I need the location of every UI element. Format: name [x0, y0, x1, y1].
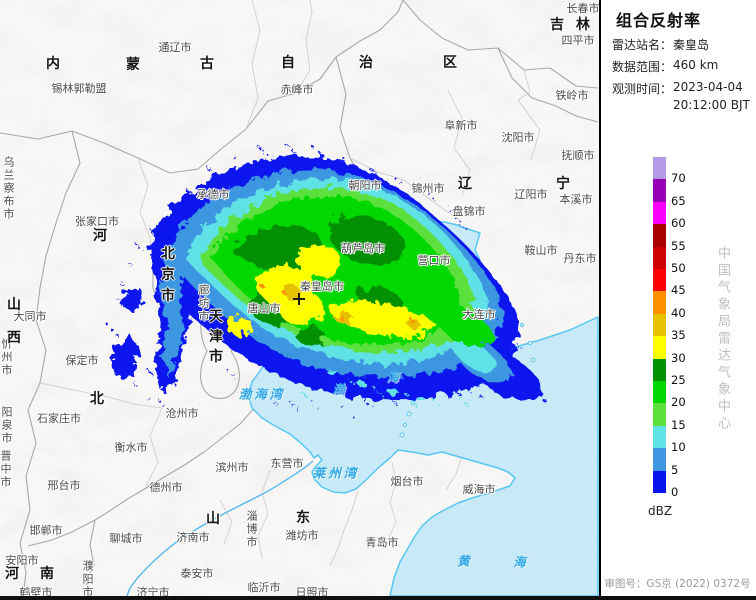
legend-color-35: [653, 313, 666, 337]
range-label: 数据范围：: [612, 60, 673, 74]
legend-tick-15: 15: [671, 417, 686, 432]
legend-tick-30: 30: [671, 350, 686, 365]
legend-tick-65: 65: [671, 193, 686, 208]
legend-color-60: [653, 201, 666, 225]
legend-tick-40: 40: [671, 305, 686, 320]
province-borders: [0, 0, 599, 596]
legend-color-20: [653, 381, 666, 404]
legend-tick-45: 45: [671, 283, 686, 298]
legend-color-25: [653, 358, 666, 381]
legend-color-55: [653, 224, 666, 247]
legend-color-50: [653, 246, 666, 269]
product-title: 组合反射率: [616, 11, 702, 30]
station-label: 雷达站名：: [612, 38, 673, 52]
legend-tick-0: 0: [671, 485, 679, 499]
legend-color-0: [653, 470, 666, 493]
radar-echo: [110, 155, 543, 401]
legend-tick-10: 10: [671, 440, 686, 455]
legend-color-40: [653, 291, 666, 314]
panel-divider: [599, 0, 601, 596]
legend-tick-20: 20: [671, 395, 686, 410]
info-panel: 组合反射率 雷达站名： 秦皇岛 数据范围： 460 km 观测时间： 2023-…: [601, 0, 754, 596]
map-canvas: [0, 0, 599, 596]
legend-tick-70: 70: [671, 171, 686, 186]
time-clock-value: 20:12:00 BJT: [673, 98, 750, 112]
legend-tick-50: 50: [671, 261, 686, 275]
legend-tick-60: 60: [671, 216, 686, 231]
time-date-value: 2023-04-04: [673, 80, 743, 94]
range-row: 数据范围： 460 km: [612, 58, 718, 75]
legend-tick-5: 5: [671, 462, 679, 477]
radar-map: 锡林郭勒盟 通辽市 赤峰市 长春市 四平市 铁岭市 承德市 朝阳市 阜新市 沈阳市 抚顺市 锦州市 辽阳…: [0, 0, 599, 596]
station-row: 雷达站名： 秦皇岛: [612, 36, 709, 53]
city-borders: [39, 0, 541, 567]
speckles-cyan: [302, 380, 463, 405]
map-approval-number: 审图号：GS京 (2022) 0372号: [604, 578, 751, 590]
range-value: 460 km: [673, 58, 719, 72]
station-value: 秦皇岛: [673, 38, 710, 52]
legend-color-70: [653, 157, 666, 180]
agency-watermark: 中国气象局雷达气象中心: [715, 246, 730, 433]
legend-tick-25: 25: [671, 373, 686, 387]
legend-tick-35: 35: [671, 328, 686, 343]
legend-color-65: [653, 179, 666, 202]
legend-color-10: [653, 425, 666, 449]
yellow-river: [126, 460, 314, 596]
time-row: 观测时间： 2023-04-04: [612, 80, 743, 97]
legend-color-5: [653, 448, 666, 471]
echo-speckles: [112, 148, 543, 409]
speckles-blue: [112, 148, 543, 409]
legend-color-15: [653, 403, 666, 426]
legend-color-30: [653, 336, 666, 359]
radar-station-marker: [293, 293, 305, 305]
time-label: 观测时间：: [612, 82, 673, 96]
legend-tick-55: 55: [671, 238, 686, 253]
legend-scale: 70 65 60 55 50 45 40 35 30 25 20 15 10 5 0: [601, 0, 754, 596]
legend-color-45: [653, 269, 666, 292]
legend-unit: dBZ: [648, 504, 673, 518]
